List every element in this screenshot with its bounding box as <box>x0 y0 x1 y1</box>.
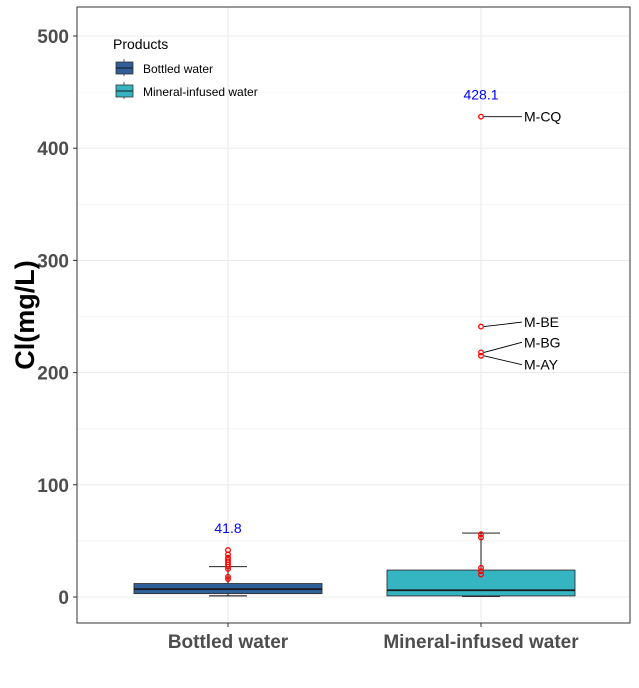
outlier-point <box>478 352 484 359</box>
outlier-point <box>478 349 484 356</box>
legend-entry-label: Bottled water <box>143 62 213 76</box>
plot-panel-border <box>76 6 631 624</box>
legend-title: Products <box>113 36 168 52</box>
outlier-point <box>478 531 484 538</box>
boxes-layer: 41.8 428.1 <box>133 87 576 597</box>
y-tick-label: 500 <box>37 27 69 48</box>
annotation-label: M-AY <box>524 357 559 373</box>
max-value-label: 41.8 <box>214 520 241 536</box>
box-group: 41.8 <box>133 520 323 597</box>
legend-item: Bottled water <box>115 59 213 76</box>
legend: Products Bottled water Mineral-infused wa… <box>113 36 258 99</box>
box-group: 428.1 <box>386 87 576 597</box>
y-axis-title: Cl(mg/L) <box>10 260 40 369</box>
outlier-point <box>478 113 484 120</box>
annotation-leader-line <box>483 341 523 353</box>
annotation-leader-line <box>483 321 523 328</box>
outlier-point <box>478 534 484 541</box>
annotation-label: M-BE <box>524 314 559 330</box>
outlier-point <box>225 557 231 563</box>
annotations-layer: M-CQ M-BE M-BG M-AY <box>483 109 561 373</box>
outlier-point <box>225 573 231 580</box>
legend-item: Mineral-infused water <box>115 82 258 99</box>
outlier-point <box>225 547 231 554</box>
annotation-label: M-BG <box>524 334 561 350</box>
x-axis: Bottled water Mineral-infused water <box>168 623 579 653</box>
y-tick-label: 400 <box>37 139 69 160</box>
outlier-point <box>478 323 484 330</box>
outlier-point <box>478 568 484 575</box>
box-body <box>386 569 576 597</box>
y-tick-label: 200 <box>37 364 69 385</box>
annotation-label: M-CQ <box>524 109 561 125</box>
y-axis: 0 100 200 300 400 500 <box>37 27 77 609</box>
x-tick-label: Bottled water <box>168 632 289 653</box>
outlier-point <box>225 576 231 582</box>
outlier-point <box>225 554 231 561</box>
annotation-leader-line <box>483 355 523 366</box>
x-tick-label: Mineral-infused water <box>383 632 579 653</box>
grid-lines <box>77 7 630 623</box>
outlier-point <box>478 571 484 578</box>
y-tick-label: 100 <box>37 476 69 497</box>
y-tick-label: 300 <box>37 251 69 272</box>
y-tick-label: 0 <box>58 588 69 609</box>
outlier-point <box>478 564 484 571</box>
legend-entry-label: Mineral-infused water <box>143 85 258 99</box>
max-value-label: 428.1 <box>463 87 498 103</box>
